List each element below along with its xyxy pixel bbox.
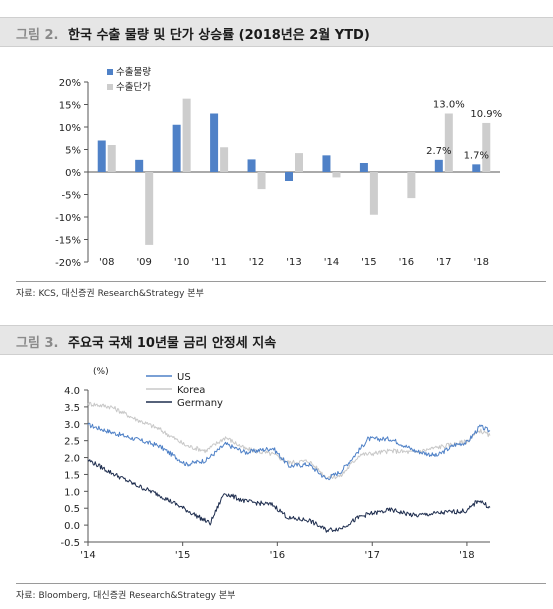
- x-tick-label: '17: [365, 550, 380, 561]
- bond-yield-line-chart: (%) -0.5 0.0 0.5 1.0 1.5 2.0 2.5 3.0 3.5 4.0 '14 '15…: [60, 367, 491, 561]
- bar-price: [220, 147, 229, 172]
- legend-swatch: [107, 69, 113, 75]
- x-tick-label: '08: [99, 257, 114, 268]
- legend-label: Germany: [177, 398, 223, 409]
- bar-price: [407, 172, 416, 199]
- bar-volume: [285, 172, 293, 181]
- y-tick-label: 3.0: [64, 420, 80, 431]
- y-tick-label: 20%: [59, 78, 81, 89]
- bar-price: [145, 172, 154, 245]
- y-tick-label: 0.0: [64, 521, 80, 532]
- bar-volume: [247, 159, 256, 172]
- x-tick-label: '14: [80, 550, 95, 561]
- bar-price: [107, 145, 116, 172]
- x-tick-label: '12: [249, 257, 264, 268]
- y-tick-label: 0.5: [64, 504, 80, 515]
- legend-label: 수출물량: [116, 66, 151, 78]
- y-tick-label: 2.5: [64, 437, 80, 448]
- series-line-korea: [87, 401, 491, 480]
- bar-volume: [434, 159, 443, 172]
- figure-2-header: 그림 2. 한국 수출 물량 및 단가 상승률 (2018년은 2월 YTD): [0, 17, 553, 47]
- data-label: 2.7%: [426, 146, 451, 157]
- figure-3-title: 주요국 국채 10년물 금리 안정세 지속: [68, 336, 277, 351]
- y-tick-label: 5%: [65, 146, 81, 157]
- figure-2-title: 한국 수출 물량 및 단가 상승률 (2018년은 2월 YTD): [68, 28, 370, 43]
- y-tick-label: -15%: [55, 236, 81, 247]
- y-tick-label: -20%: [55, 258, 81, 269]
- x-tick-label: '18: [459, 550, 474, 561]
- x-tick-label: '09: [136, 257, 151, 268]
- bar-volume: [322, 155, 331, 172]
- bar-price: [257, 172, 266, 190]
- y-tick-label: -0.5: [60, 538, 80, 549]
- legend-label: Korea: [177, 385, 205, 396]
- bar-volume: [97, 140, 106, 172]
- y-tick-label: -10%: [55, 213, 81, 224]
- x-tick-label: '16: [399, 257, 414, 268]
- x-tick-label: '17: [436, 257, 451, 268]
- x-tick-label: '15: [175, 550, 190, 561]
- x-tick-label: '16: [270, 550, 285, 561]
- x-tick-label: '13: [286, 257, 301, 268]
- x-tick-label: '11: [211, 257, 226, 268]
- x-tick-label: '14: [324, 257, 339, 268]
- y-tick-label: 1.5: [64, 470, 80, 481]
- y-tick-label: 0%: [65, 168, 81, 179]
- unit-label: (%): [93, 367, 109, 377]
- y-tick-label: 2.0: [64, 454, 80, 465]
- bar-volume: [472, 164, 481, 172]
- legend-swatch: [107, 84, 113, 90]
- bar-price: [332, 172, 341, 178]
- bar-price: [295, 153, 303, 172]
- data-label: 13.0%: [433, 100, 465, 111]
- bar-price: [182, 98, 191, 172]
- legend-label: US: [177, 372, 191, 383]
- y-tick-label: 3.5: [64, 403, 80, 414]
- legend-label: 수출단가: [116, 82, 151, 93]
- figure-3-source: 자료: Bloomberg, 대신증권 Research&Strategy 본부: [16, 591, 236, 601]
- bar-volume: [210, 113, 219, 172]
- series-line-germany: [87, 459, 491, 533]
- x-tick-label: '18: [474, 257, 489, 268]
- data-label: 1.7%: [464, 150, 489, 161]
- x-tick-label: '15: [361, 257, 376, 268]
- series-line-us: [87, 422, 491, 481]
- figure-3-header: 그림 3. 주요국 국채 10년물 금리 안정세 지속: [0, 325, 553, 355]
- bar-volume: [172, 124, 181, 172]
- bar-price: [369, 172, 378, 215]
- y-tick-label: 10%: [59, 123, 81, 134]
- figure-2-label: 그림 2.: [16, 28, 59, 43]
- x-tick-label: '10: [174, 257, 189, 268]
- data-label: 10.9%: [470, 109, 502, 120]
- y-tick-label: 15%: [59, 101, 81, 112]
- bar-price: [444, 113, 453, 172]
- y-tick-label: -5%: [62, 191, 81, 202]
- bar-price: [482, 122, 491, 172]
- bar-volume: [135, 159, 144, 172]
- export-growth-bar-chart: -20% -15% -10% -5% 0% 5% 10% 15% 20% '08 '09 '10 '11…: [55, 66, 502, 269]
- figure-2-source: 자료: KCS, 대신증권 Research&Strategy 본부: [16, 289, 204, 299]
- figure-2-source-rule: [16, 281, 546, 282]
- y-tick-label: 1.0: [64, 487, 80, 498]
- figure-3-label: 그림 3.: [16, 336, 59, 351]
- y-tick-label: 4.0: [64, 386, 80, 397]
- figure-3-source-rule: [16, 583, 546, 584]
- bar-volume: [359, 163, 368, 172]
